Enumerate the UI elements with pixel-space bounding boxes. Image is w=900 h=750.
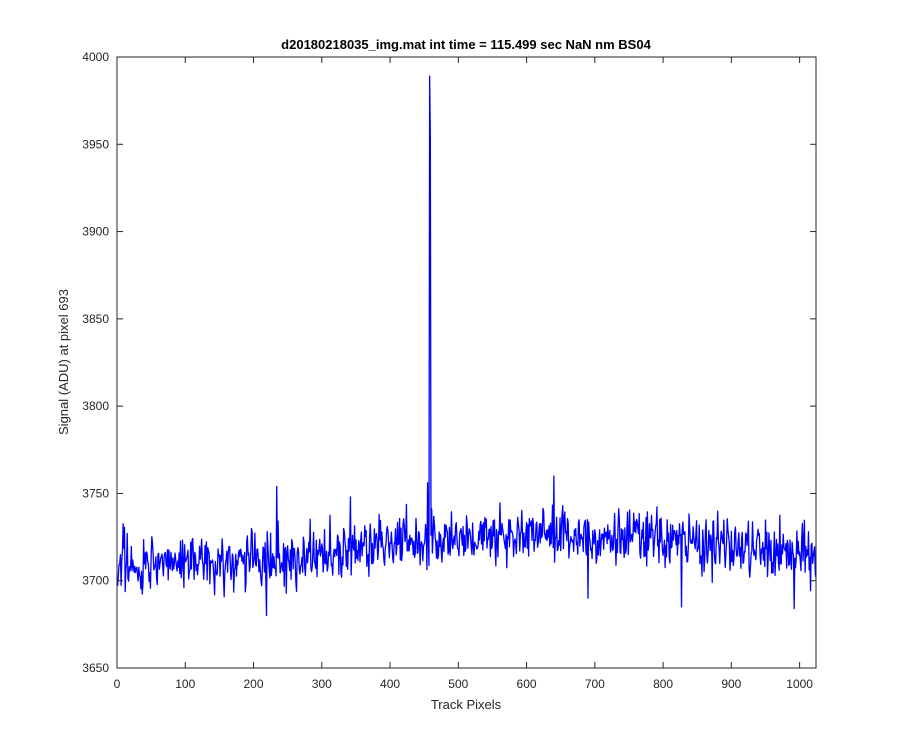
x-tick-label: 500 bbox=[448, 677, 468, 691]
x-tick-label: 800 bbox=[653, 677, 673, 691]
chart-title: d20180218035_img.mat int time = 115.499 … bbox=[281, 37, 651, 52]
plot-background bbox=[117, 57, 816, 668]
plot-frame bbox=[116, 56, 817, 669]
x-tick-label: 400 bbox=[380, 677, 400, 691]
x-tick-label: 600 bbox=[517, 677, 537, 691]
y-tick-label: 3800 bbox=[82, 399, 109, 413]
y-tick-label: 4000 bbox=[82, 50, 109, 64]
x-tick-label: 900 bbox=[721, 677, 741, 691]
y-tick-label: 3850 bbox=[82, 312, 109, 326]
y-tick-label: 3950 bbox=[82, 137, 109, 151]
y-axis-label: Signal (ADU) at pixel 693 bbox=[56, 289, 71, 435]
series-layer bbox=[117, 75, 817, 617]
x-tick-label: 200 bbox=[244, 677, 264, 691]
x-tick-label: 700 bbox=[585, 677, 605, 691]
y-tick-label: 3900 bbox=[82, 225, 109, 239]
x-axis-label: Track Pixels bbox=[431, 697, 502, 712]
x-tick-label: 300 bbox=[312, 677, 332, 691]
signal-line bbox=[117, 75, 817, 617]
ticks-layer: 0 100 200 300 400 500 600 700 800 900 1000 3650 3700… bbox=[82, 50, 816, 691]
y-tick-label: 3700 bbox=[82, 574, 109, 588]
x-tick-label: 0 bbox=[114, 677, 121, 691]
x-tick-label: 100 bbox=[175, 677, 195, 691]
y-tick-label: 3750 bbox=[82, 486, 109, 500]
x-tick-label: 1000 bbox=[786, 677, 813, 691]
y-tick-label: 3650 bbox=[82, 661, 109, 675]
